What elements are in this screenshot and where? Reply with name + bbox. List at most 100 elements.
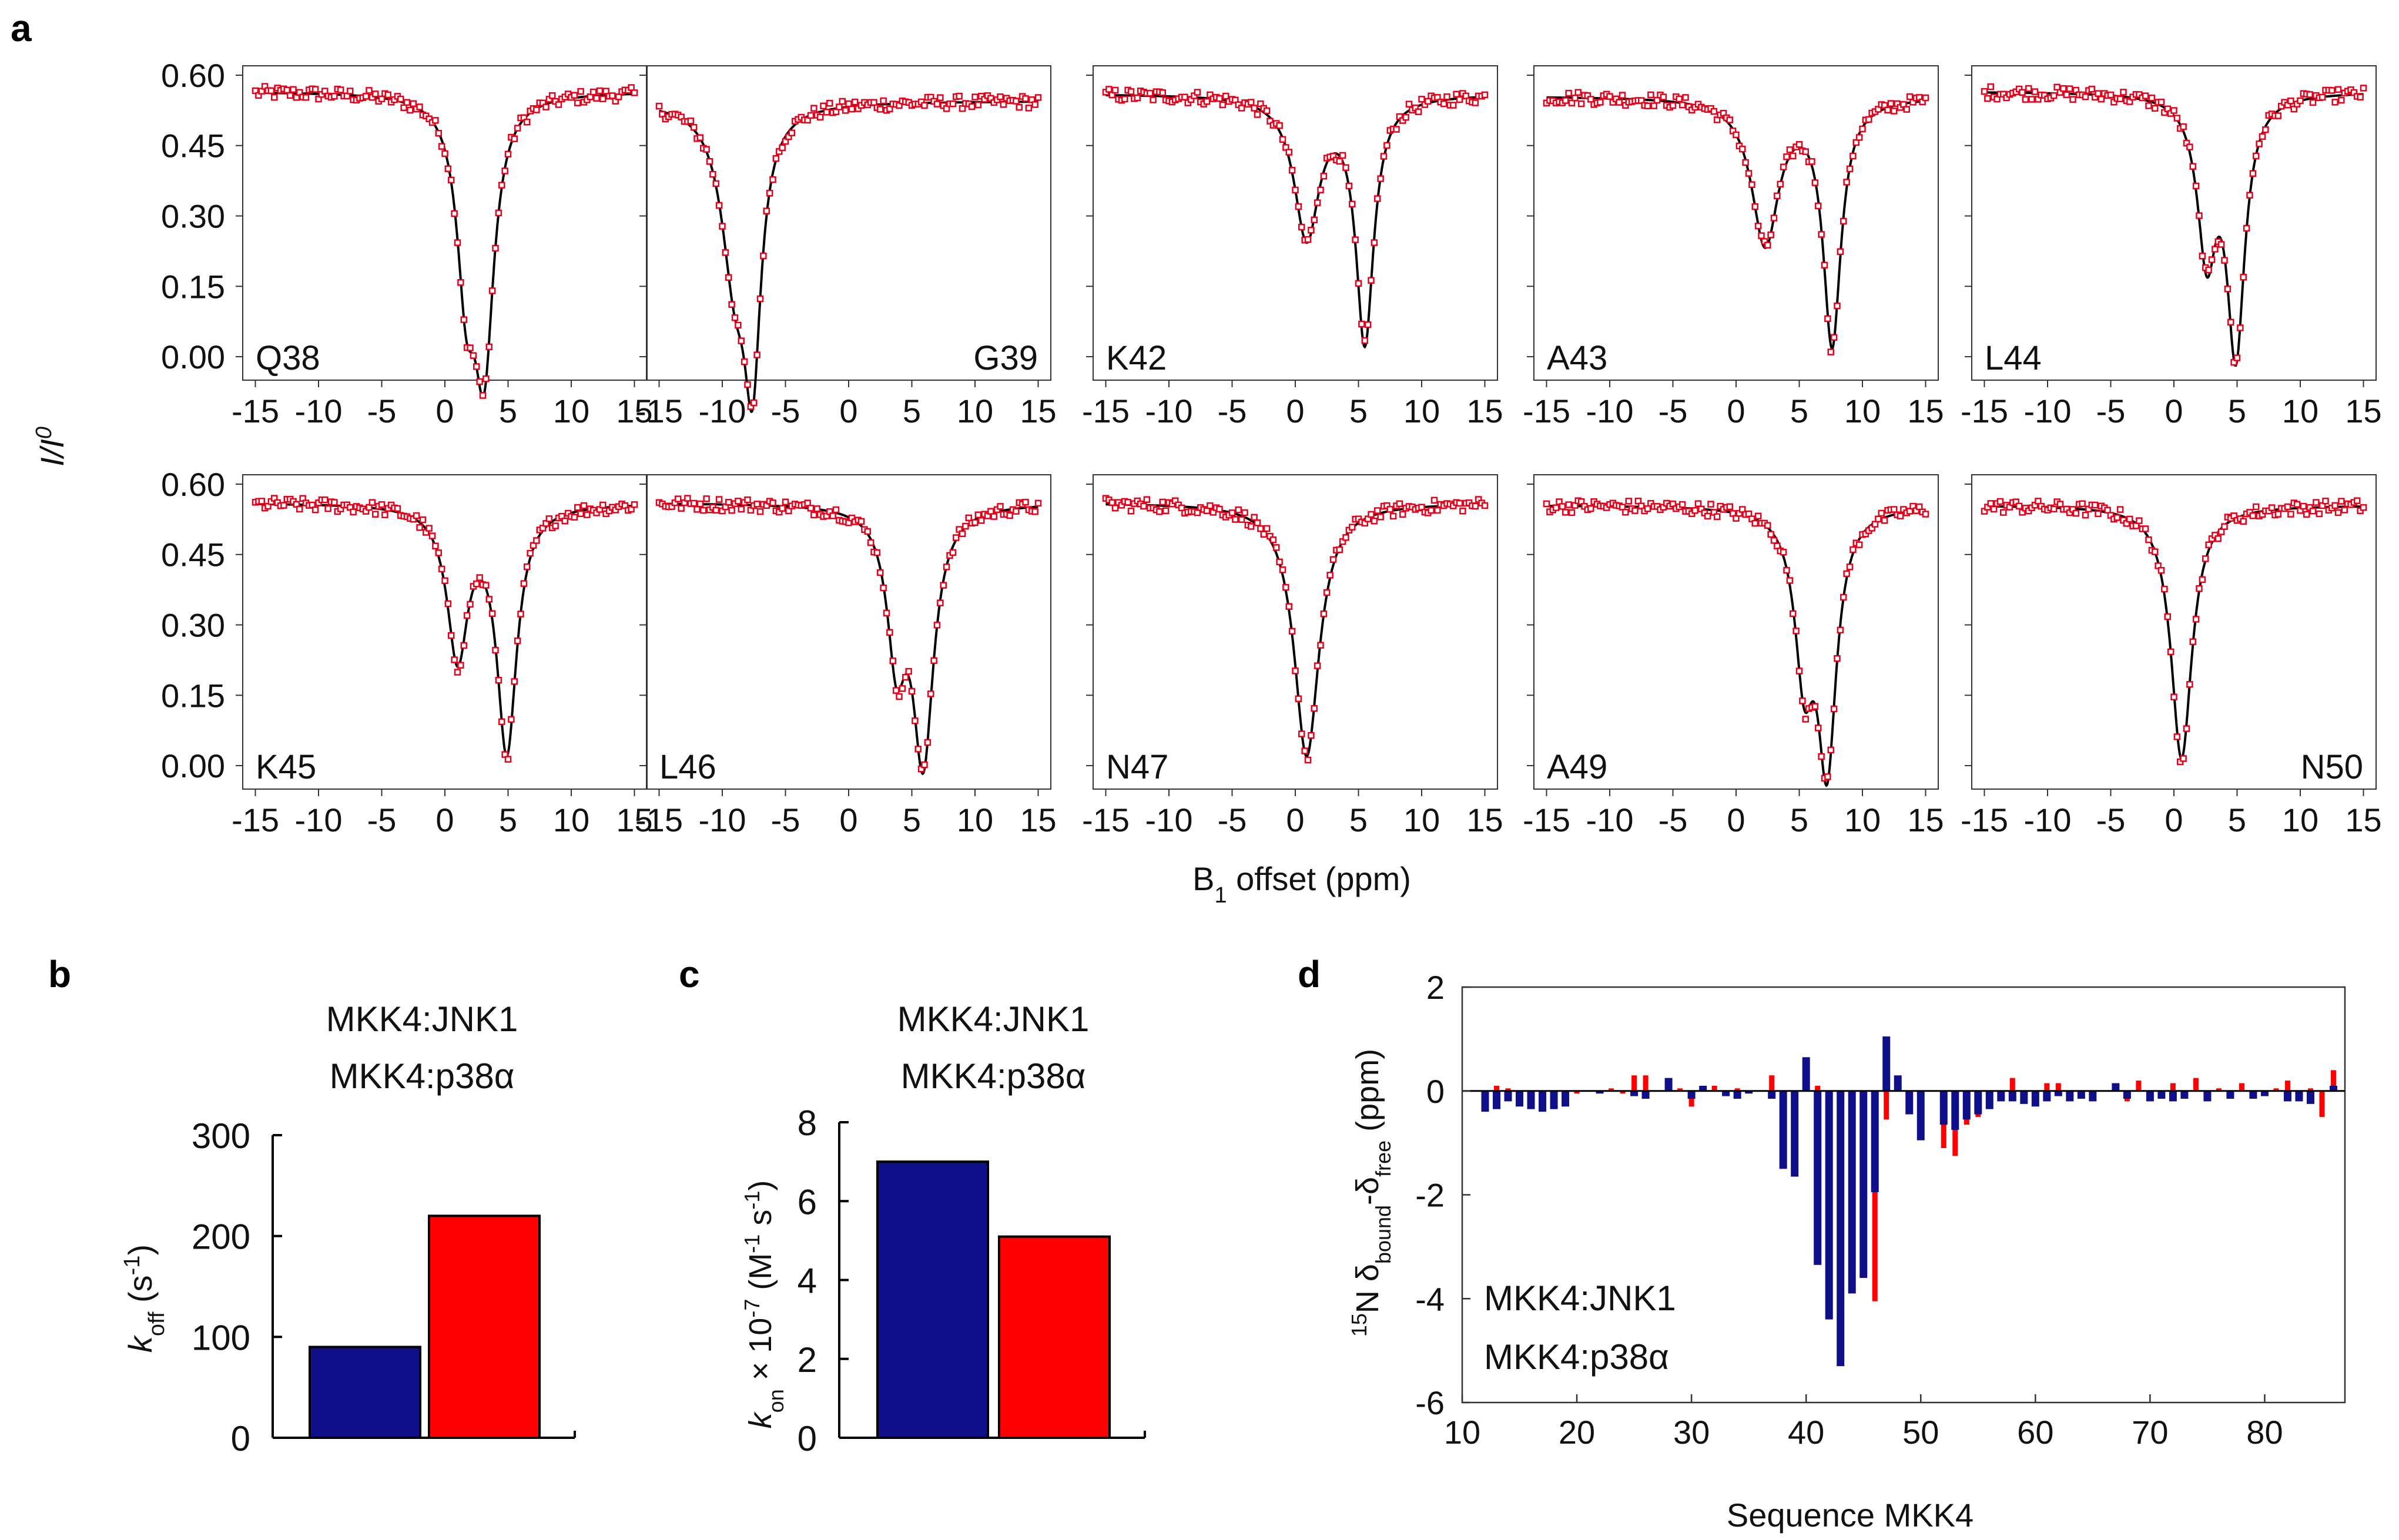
data-point <box>2192 616 2200 623</box>
data-point <box>2050 92 2058 99</box>
data-point <box>848 105 856 113</box>
bar-jnk1 <box>1722 1091 1730 1096</box>
data-point <box>1682 94 1689 101</box>
data-point <box>416 524 423 531</box>
data-point <box>703 495 710 502</box>
data-point <box>1811 703 1819 710</box>
data-point <box>956 92 963 100</box>
bar-p38 <box>1505 1088 1511 1091</box>
data-point <box>397 95 404 103</box>
data-point <box>2306 91 2313 98</box>
data-point <box>508 716 515 723</box>
data-point <box>1216 505 1223 513</box>
data-point <box>1855 134 1863 141</box>
data-point <box>690 123 698 131</box>
data-point <box>302 94 310 101</box>
data-point <box>690 499 698 507</box>
data-point <box>2196 585 2203 592</box>
data-point <box>283 86 290 94</box>
bar-jnk1 <box>2112 1083 2120 1091</box>
data-point <box>1565 501 1572 508</box>
x-tick-label: 5 <box>1790 392 1808 430</box>
data-point <box>1440 100 1448 108</box>
data-point <box>1402 113 1409 121</box>
data-point <box>2088 85 2095 93</box>
data-point <box>1320 173 1328 180</box>
data-point <box>1140 502 1147 510</box>
data-point <box>580 502 588 509</box>
data-point <box>311 506 319 514</box>
data-point <box>1276 558 1283 566</box>
x-tick-label: 5 <box>2228 392 2246 430</box>
data-point <box>1308 227 1315 234</box>
bar-jnk1 <box>1539 1091 1547 1112</box>
data-point <box>1625 498 1632 505</box>
data-point <box>706 158 713 165</box>
data-point <box>2199 576 2206 583</box>
data-point <box>1399 511 1406 518</box>
fit-curve <box>1984 505 2364 760</box>
bar-p38 <box>1872 1091 1878 1301</box>
data-point <box>684 495 691 502</box>
data-point <box>1371 517 1378 525</box>
data-point <box>441 150 448 157</box>
data-point <box>1815 202 1822 210</box>
data-point <box>2205 266 2212 274</box>
data-point <box>971 93 979 100</box>
data-point <box>479 392 487 399</box>
data-point <box>2253 152 2260 160</box>
residue-label: K42 <box>1106 339 1167 377</box>
data-point <box>883 609 890 617</box>
data-point <box>1329 556 1337 563</box>
bar-jnk1 <box>2043 1091 2051 1102</box>
y-tick-label: 2 <box>798 1340 817 1380</box>
y-tick-label: 0.45 <box>161 128 225 165</box>
data-point <box>2161 585 2168 593</box>
data-point <box>880 97 887 105</box>
x-tick-label: 10 <box>1403 801 1440 838</box>
data-point <box>1472 502 1479 510</box>
data-point <box>574 504 581 511</box>
bar-p38 <box>2307 1088 2313 1091</box>
fit-curve <box>659 502 1038 776</box>
panel-b-koff-chart: 0 100 200 300 <box>192 1116 576 1458</box>
bar-jnk1 <box>2123 1091 2131 1099</box>
data-point <box>2066 85 2073 92</box>
data-point <box>813 505 820 512</box>
bar-jnk1 <box>2008 1091 2016 1102</box>
data-point <box>880 584 887 592</box>
data-point <box>769 176 776 183</box>
data-point <box>2157 567 2165 574</box>
bar-p38 <box>1643 1075 1649 1091</box>
data-point <box>712 180 719 187</box>
data-point <box>1881 517 1888 524</box>
data-point <box>1676 95 1683 103</box>
data-point <box>1878 509 1885 517</box>
data-point <box>467 600 474 608</box>
data-point <box>1559 503 1566 510</box>
data-point <box>2069 96 2076 103</box>
data-point <box>1298 730 1305 737</box>
data-point <box>1903 106 1910 113</box>
x-tick-label: 10 <box>553 392 589 430</box>
data-point <box>419 516 427 524</box>
bar-jnk1 <box>1481 1091 1489 1112</box>
subplot-frame <box>1971 474 2377 790</box>
y-tick-label: 0.45 <box>161 536 225 573</box>
data-point <box>514 638 521 645</box>
data-point <box>2031 88 2039 95</box>
data-point <box>675 495 682 502</box>
data-point <box>1481 502 1489 509</box>
data-point <box>2293 501 2301 508</box>
bar-jnk1 <box>1939 1091 1948 1125</box>
data-point <box>1282 583 1289 591</box>
data-point <box>1644 505 1651 512</box>
data-point <box>1383 142 1391 149</box>
bar-p38 <box>1677 1088 1683 1091</box>
data-point <box>741 358 748 365</box>
data-point <box>286 92 294 99</box>
data-point <box>807 505 815 512</box>
panel-c-ylabel: kon × 10-7 (M-1 s-1) <box>740 1180 788 1429</box>
data-point <box>324 505 331 512</box>
bar-jnk1 <box>1985 1091 1993 1109</box>
